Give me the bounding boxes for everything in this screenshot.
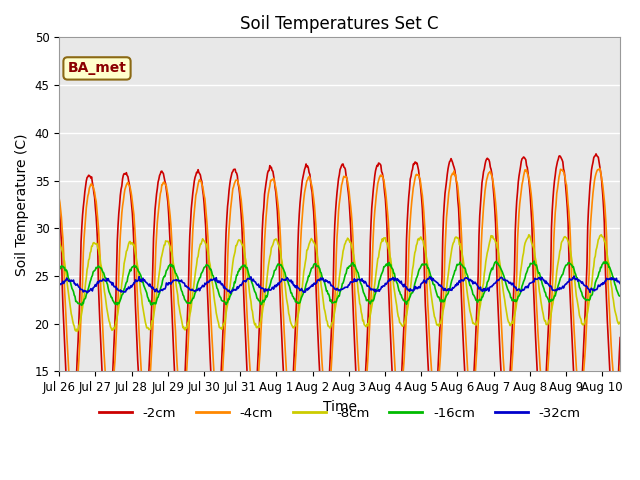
-4cm (616, 363, 624, 369)
-2cm (458, 320, 466, 325)
Line: -32cm: -32cm (59, 276, 620, 293)
-2cm (134, 370, 142, 376)
-16cm (58, 263, 65, 269)
-16cm (472, 298, 480, 303)
-4cm (58, 215, 65, 220)
-32cm (458, 277, 466, 283)
-2cm (616, 335, 624, 340)
-4cm (134, 315, 142, 321)
Line: -2cm: -2cm (59, 154, 620, 432)
-2cm (592, 151, 600, 157)
-2cm (55, 203, 63, 208)
-8cm (616, 321, 624, 326)
-8cm (317, 276, 324, 281)
-8cm (74, 328, 81, 334)
-32cm (616, 281, 624, 287)
-4cm (458, 256, 466, 262)
Line: -4cm: -4cm (59, 168, 620, 410)
-32cm (317, 275, 324, 281)
-4cm (296, 284, 303, 290)
-8cm (55, 238, 63, 243)
-4cm (472, 361, 480, 367)
Legend: -2cm, -4cm, -8cm, -16cm, -32cm: -2cm, -4cm, -8cm, -16cm, -32cm (94, 401, 586, 425)
Title: Soil Temperatures Set C: Soil Temperatures Set C (241, 15, 439, 33)
-16cm (458, 263, 466, 268)
-32cm (58, 281, 65, 287)
Line: -8cm: -8cm (59, 235, 620, 331)
-8cm (296, 307, 303, 312)
Line: -16cm: -16cm (59, 261, 620, 305)
-8cm (598, 232, 605, 238)
-8cm (58, 245, 65, 251)
-4cm (317, 330, 324, 336)
-2cm (317, 384, 324, 389)
-32cm (55, 282, 63, 288)
-16cm (78, 302, 86, 308)
-2cm (58, 240, 65, 246)
-8cm (134, 268, 142, 274)
-16cm (55, 268, 63, 274)
X-axis label: Time: Time (323, 400, 356, 414)
-4cm (55, 195, 63, 201)
-32cm (296, 286, 303, 292)
-16cm (296, 300, 303, 306)
-32cm (134, 278, 141, 284)
-4cm (596, 166, 604, 171)
-16cm (134, 269, 142, 275)
-8cm (472, 322, 480, 328)
Text: BA_met: BA_met (68, 61, 127, 75)
-4cm (70, 408, 77, 413)
-32cm (472, 281, 480, 287)
-16cm (616, 293, 624, 299)
-32cm (570, 273, 578, 279)
-16cm (317, 269, 324, 275)
-2cm (472, 326, 480, 332)
-2cm (103, 430, 111, 435)
-32cm (227, 290, 234, 296)
-2cm (296, 211, 303, 217)
-16cm (531, 258, 538, 264)
Y-axis label: Soil Temperature (C): Soil Temperature (C) (15, 133, 29, 276)
-8cm (458, 252, 466, 258)
